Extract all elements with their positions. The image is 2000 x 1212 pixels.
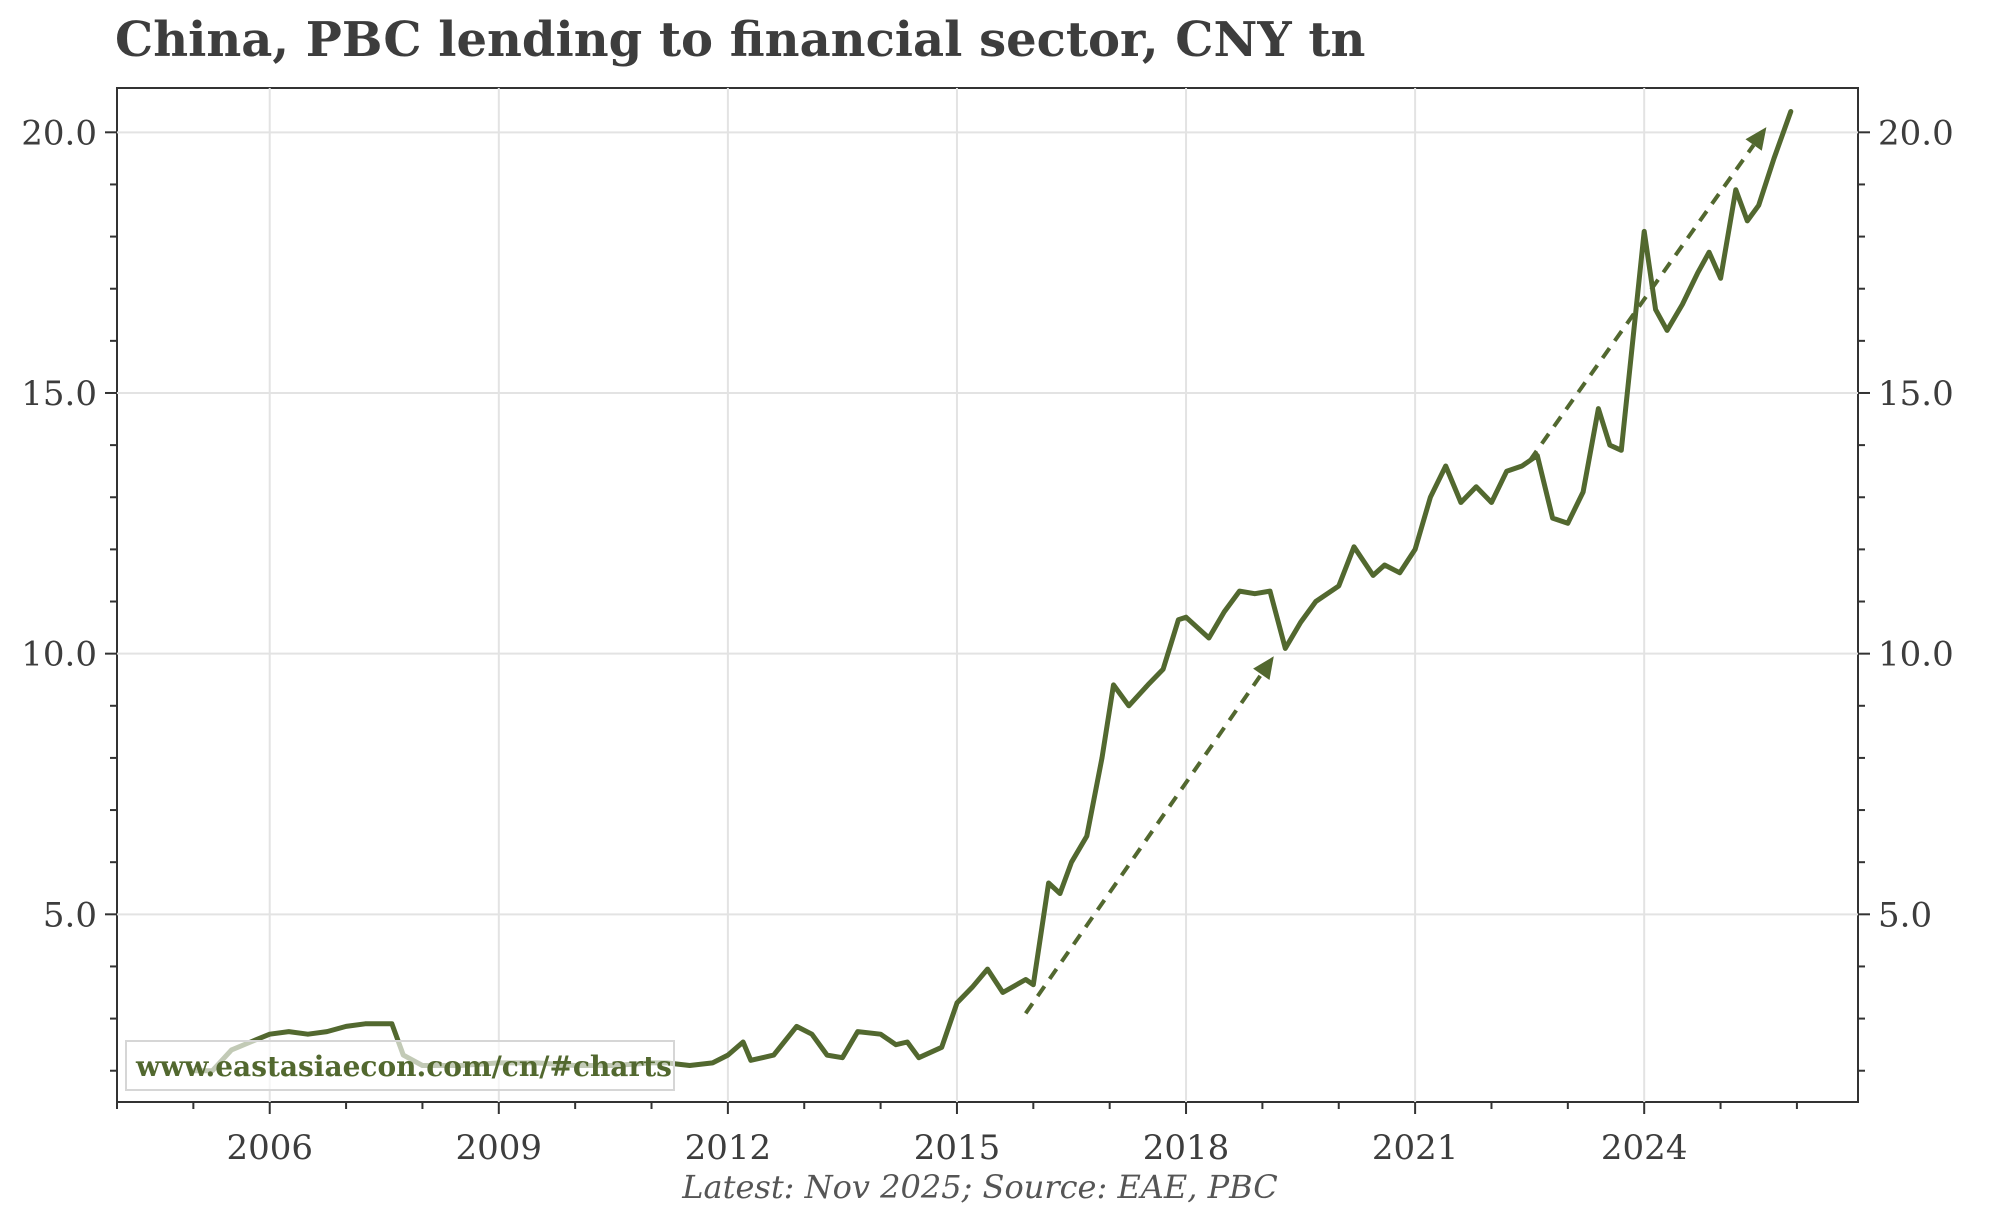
x-tick-label: 2006 bbox=[226, 1128, 313, 1168]
trend-arrow-head bbox=[1745, 127, 1767, 151]
series-line bbox=[190, 109, 1794, 1074]
grid-layer bbox=[117, 88, 1858, 1102]
y-tick-label-right: 5.0 bbox=[1878, 895, 1932, 935]
watermark-text: www.eastasiaecon.com/cn/#charts bbox=[135, 1050, 672, 1083]
trend-arrow-head bbox=[1253, 656, 1274, 680]
y-tick-label-right: 20.0 bbox=[1878, 113, 1954, 153]
x-tick-label: 2018 bbox=[1143, 1128, 1230, 1168]
x-tick-label: 2015 bbox=[914, 1128, 1001, 1168]
x-tick-label: 2009 bbox=[456, 1128, 543, 1168]
chart-footnote: Latest: Nov 2025; Source: EAE, PBC bbox=[682, 1168, 1278, 1206]
y-tick-label-left: 10.0 bbox=[21, 635, 97, 675]
x-tick-label: 2024 bbox=[1601, 1128, 1688, 1168]
tick-layer: 2006 2009 2012 2015 2018 2021 2024 5.0 5.0 10.0 10… bbox=[21, 113, 1953, 1168]
plot-frame bbox=[116, 87, 1859, 1103]
arrow-layer bbox=[1024, 127, 1767, 1015]
chart-title: China, PBC lending to financial sector, … bbox=[115, 12, 1366, 68]
x-tick-label: 2021 bbox=[1372, 1128, 1459, 1168]
line-layer bbox=[190, 109, 1794, 1074]
y-tick-label-right: 10.0 bbox=[1878, 635, 1954, 675]
watermark-layer: www.eastasiaecon.com/cn/#charts bbox=[125, 1040, 675, 1091]
y-tick-label-left: 15.0 bbox=[21, 374, 97, 414]
trend-arrow-shaft bbox=[1024, 673, 1263, 1015]
y-tick-label-left: 20.0 bbox=[21, 113, 97, 153]
watermark-box bbox=[125, 1040, 675, 1091]
x-tick-label: 2012 bbox=[685, 1128, 772, 1168]
y-tick-label-left: 5.0 bbox=[43, 895, 97, 935]
y-tick-label-right: 15.0 bbox=[1878, 374, 1954, 414]
trend-arrow-shaft bbox=[1528, 143, 1756, 462]
